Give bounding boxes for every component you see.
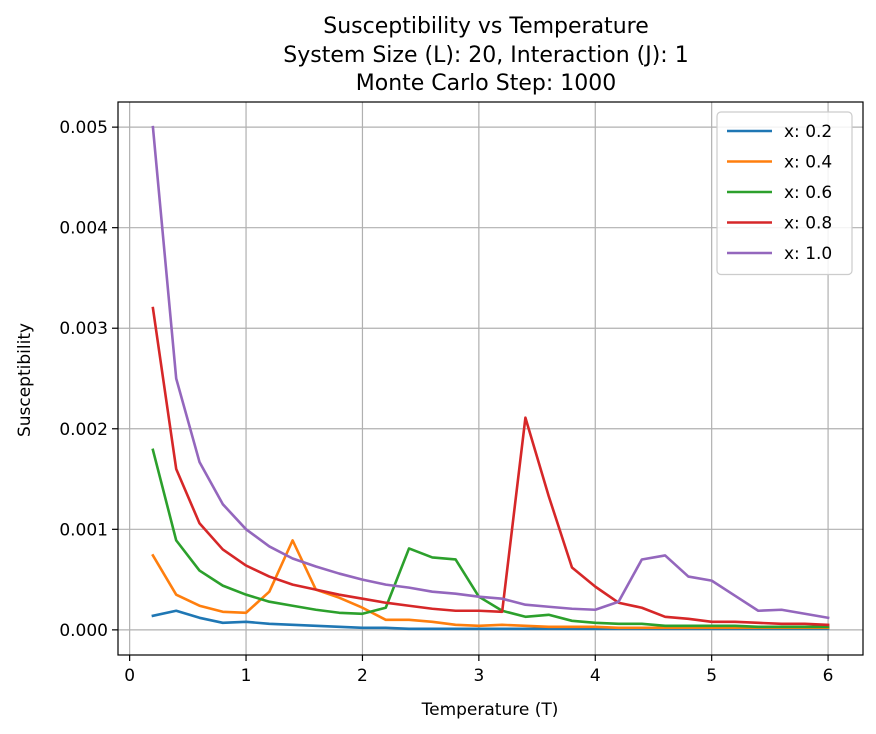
x-axis-label: Temperature (T): [421, 700, 559, 720]
axes: [112, 101, 864, 661]
legend-label-4: x: 0.8: [784, 214, 832, 234]
legend-label-3: x: 0.6: [784, 183, 832, 203]
chart-title-line-3: Monte Carlo Step: 1000: [356, 71, 616, 96]
legend-label-1: x: 0.2: [784, 122, 832, 142]
series-line-5: [151, 125, 830, 620]
x-tick-label: 3: [473, 666, 484, 686]
series-line-2: [151, 539, 830, 630]
y-tick-label: 0.003: [59, 319, 108, 339]
y-tick-label: 0.000: [59, 621, 108, 641]
legend-box: [716, 111, 853, 276]
y-tick-label: 0.002: [59, 420, 108, 440]
series-lines: [151, 125, 830, 631]
chart-title-line-1: Susceptibility vs Temperature: [323, 14, 648, 39]
y-tick-label: 0.004: [59, 219, 108, 239]
tick-labels: 0 1 2 3 4 5 6 0.000 0.001 0.002 0.003 0.004 0.005: [59, 118, 833, 686]
y-tick-label: 0.001: [59, 520, 108, 540]
chart-title-line-2: System Size (L): 20, Interaction (J): 1: [283, 43, 688, 68]
y-axis-label: Susceptibility: [15, 323, 35, 437]
x-tick-label: 2: [357, 666, 368, 686]
legend: x: 0.2 x: 0.4 x: 0.6 x: 0.8 x: 1.0: [716, 111, 853, 276]
legend-label-2: x: 0.4: [784, 153, 832, 173]
x-tick-label: 5: [706, 666, 717, 686]
series-line-3: [151, 448, 830, 629]
series-line-4: [151, 306, 830, 627]
legend-label-5: x: 1.0: [784, 244, 832, 264]
plot-frame: [117, 101, 864, 656]
x-tick-label: 0: [124, 666, 135, 686]
x-tick-label: 4: [590, 666, 601, 686]
x-tick-label: 6: [823, 666, 834, 686]
x-tick-label: 1: [241, 666, 252, 686]
y-tick-label: 0.005: [59, 118, 108, 138]
chart-title: Susceptibility vs Temperature System Siz…: [283, 14, 688, 96]
